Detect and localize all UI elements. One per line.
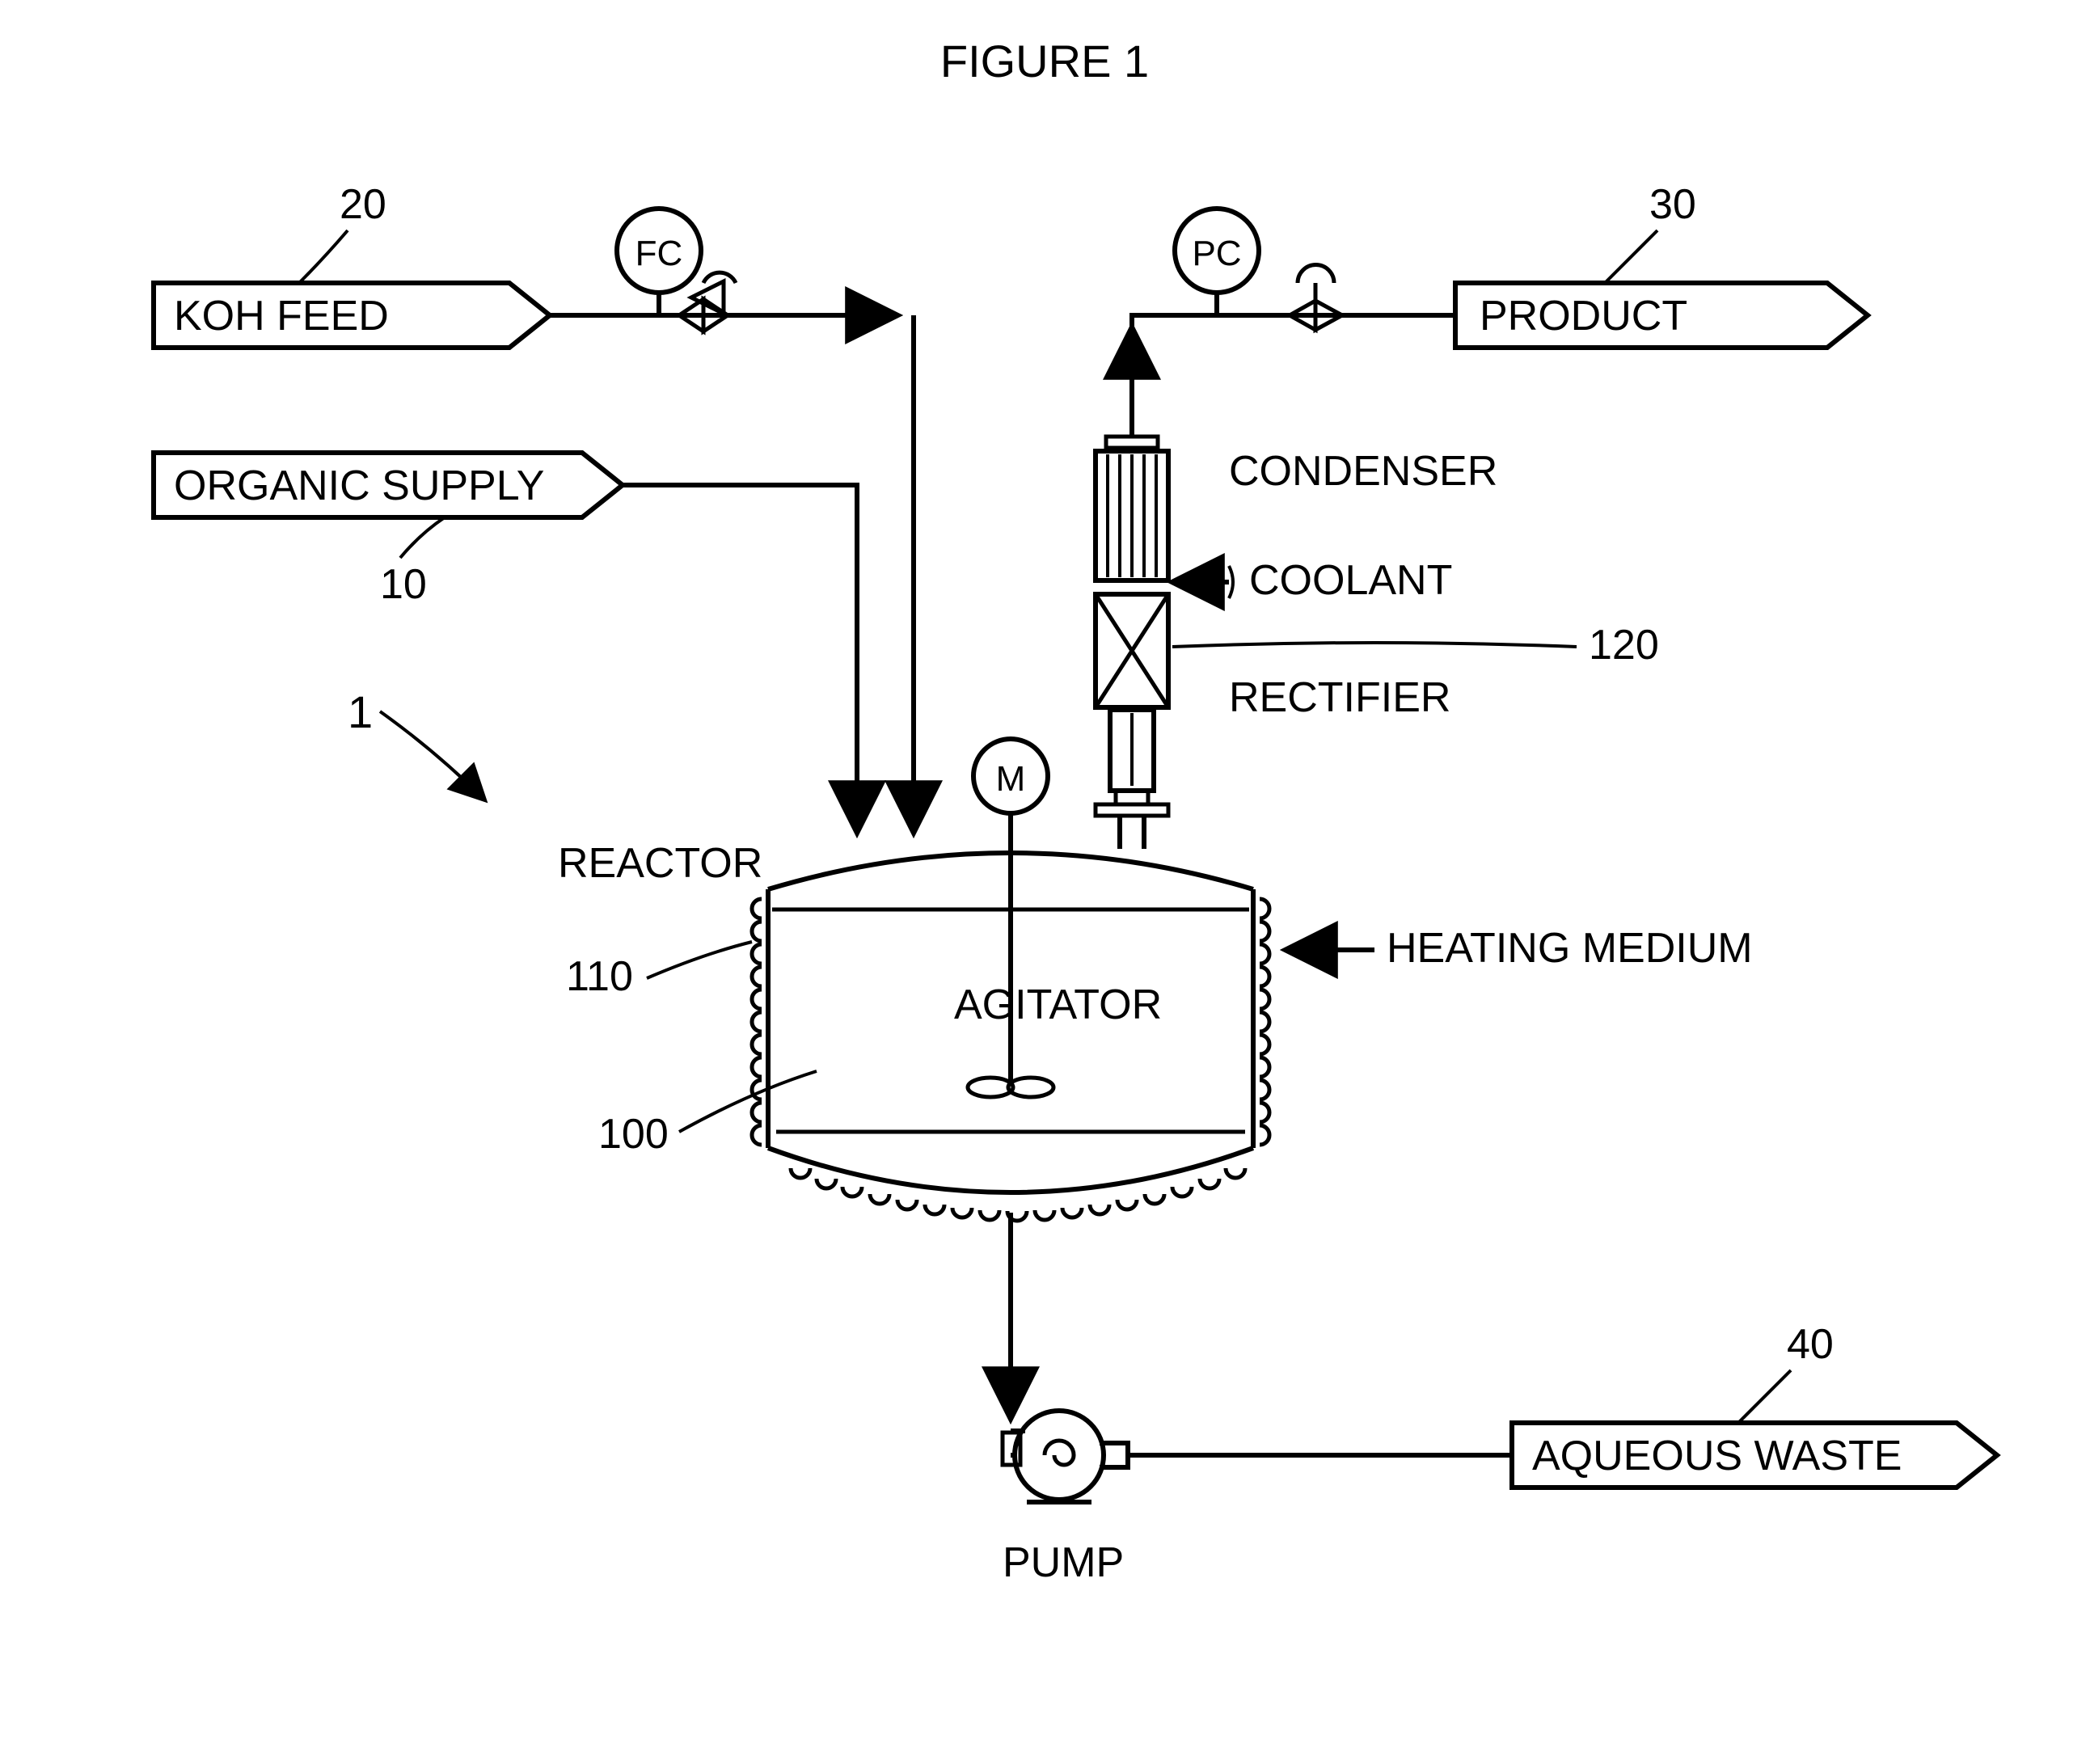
organic-supply-line	[623, 485, 857, 833]
aqueous-waste-ref: 40	[1787, 1321, 1834, 1368]
pump: PUMP	[1003, 1411, 1128, 1586]
organic-supply-block: ORGANIC SUPPLY 10	[154, 453, 623, 608]
pump-label: PUMP	[1003, 1539, 1124, 1586]
system-ref-num: 1	[348, 686, 373, 737]
product-block: PRODUCT 30	[1455, 181, 1868, 348]
aqueous-waste-block: AQUEOUS WASTE 40	[1512, 1321, 1997, 1488]
motor-label: M	[996, 759, 1026, 799]
rectifier-label: RECTIFIER	[1229, 674, 1450, 721]
product-line	[1132, 315, 1455, 437]
pc-label: PC	[1192, 234, 1241, 273]
aqueous-waste-label: AQUEOUS WASTE	[1532, 1433, 1902, 1479]
vessel-ref: 100	[598, 1111, 669, 1158]
agitator-label: AGITATOR	[954, 981, 1162, 1028]
figure-title: FIGURE 1	[940, 36, 1149, 87]
coolant-label: COOLANT	[1249, 557, 1452, 604]
organic-supply-ref: 10	[380, 561, 427, 608]
koh-feed-label: KOH FEED	[174, 293, 389, 340]
pc-controller: PC	[1175, 209, 1342, 330]
condenser-label: CONDENSER	[1229, 448, 1497, 495]
organic-supply-label: ORGANIC SUPPLY	[174, 462, 544, 509]
jacket-ref: 110	[566, 953, 633, 1000]
pfd-diagram: FIGURE 1 KOH FEED 20 FC ORGANIC SUPPLY 1…	[0, 0, 2090, 1764]
reactor-vessel: REACTOR AGITATOR 110 100 HEATING MEDIUM	[558, 840, 1753, 1221]
product-label: PRODUCT	[1480, 293, 1687, 340]
koh-feed-ref: 20	[340, 181, 386, 228]
product-ref: 30	[1649, 181, 1696, 228]
agitator-motor: M	[968, 739, 1053, 1097]
koh-feed-block: KOH FEED 20	[154, 181, 550, 348]
column-assembly: CONDENSER COOLANT RECTIFIER 120	[1096, 437, 1659, 849]
column-ref: 120	[1589, 622, 1659, 669]
heating-medium-label: HEATING MEDIUM	[1387, 925, 1753, 972]
reactor-label: REACTOR	[558, 840, 762, 887]
fc-label: FC	[635, 234, 683, 273]
system-ref: 1	[348, 686, 485, 800]
